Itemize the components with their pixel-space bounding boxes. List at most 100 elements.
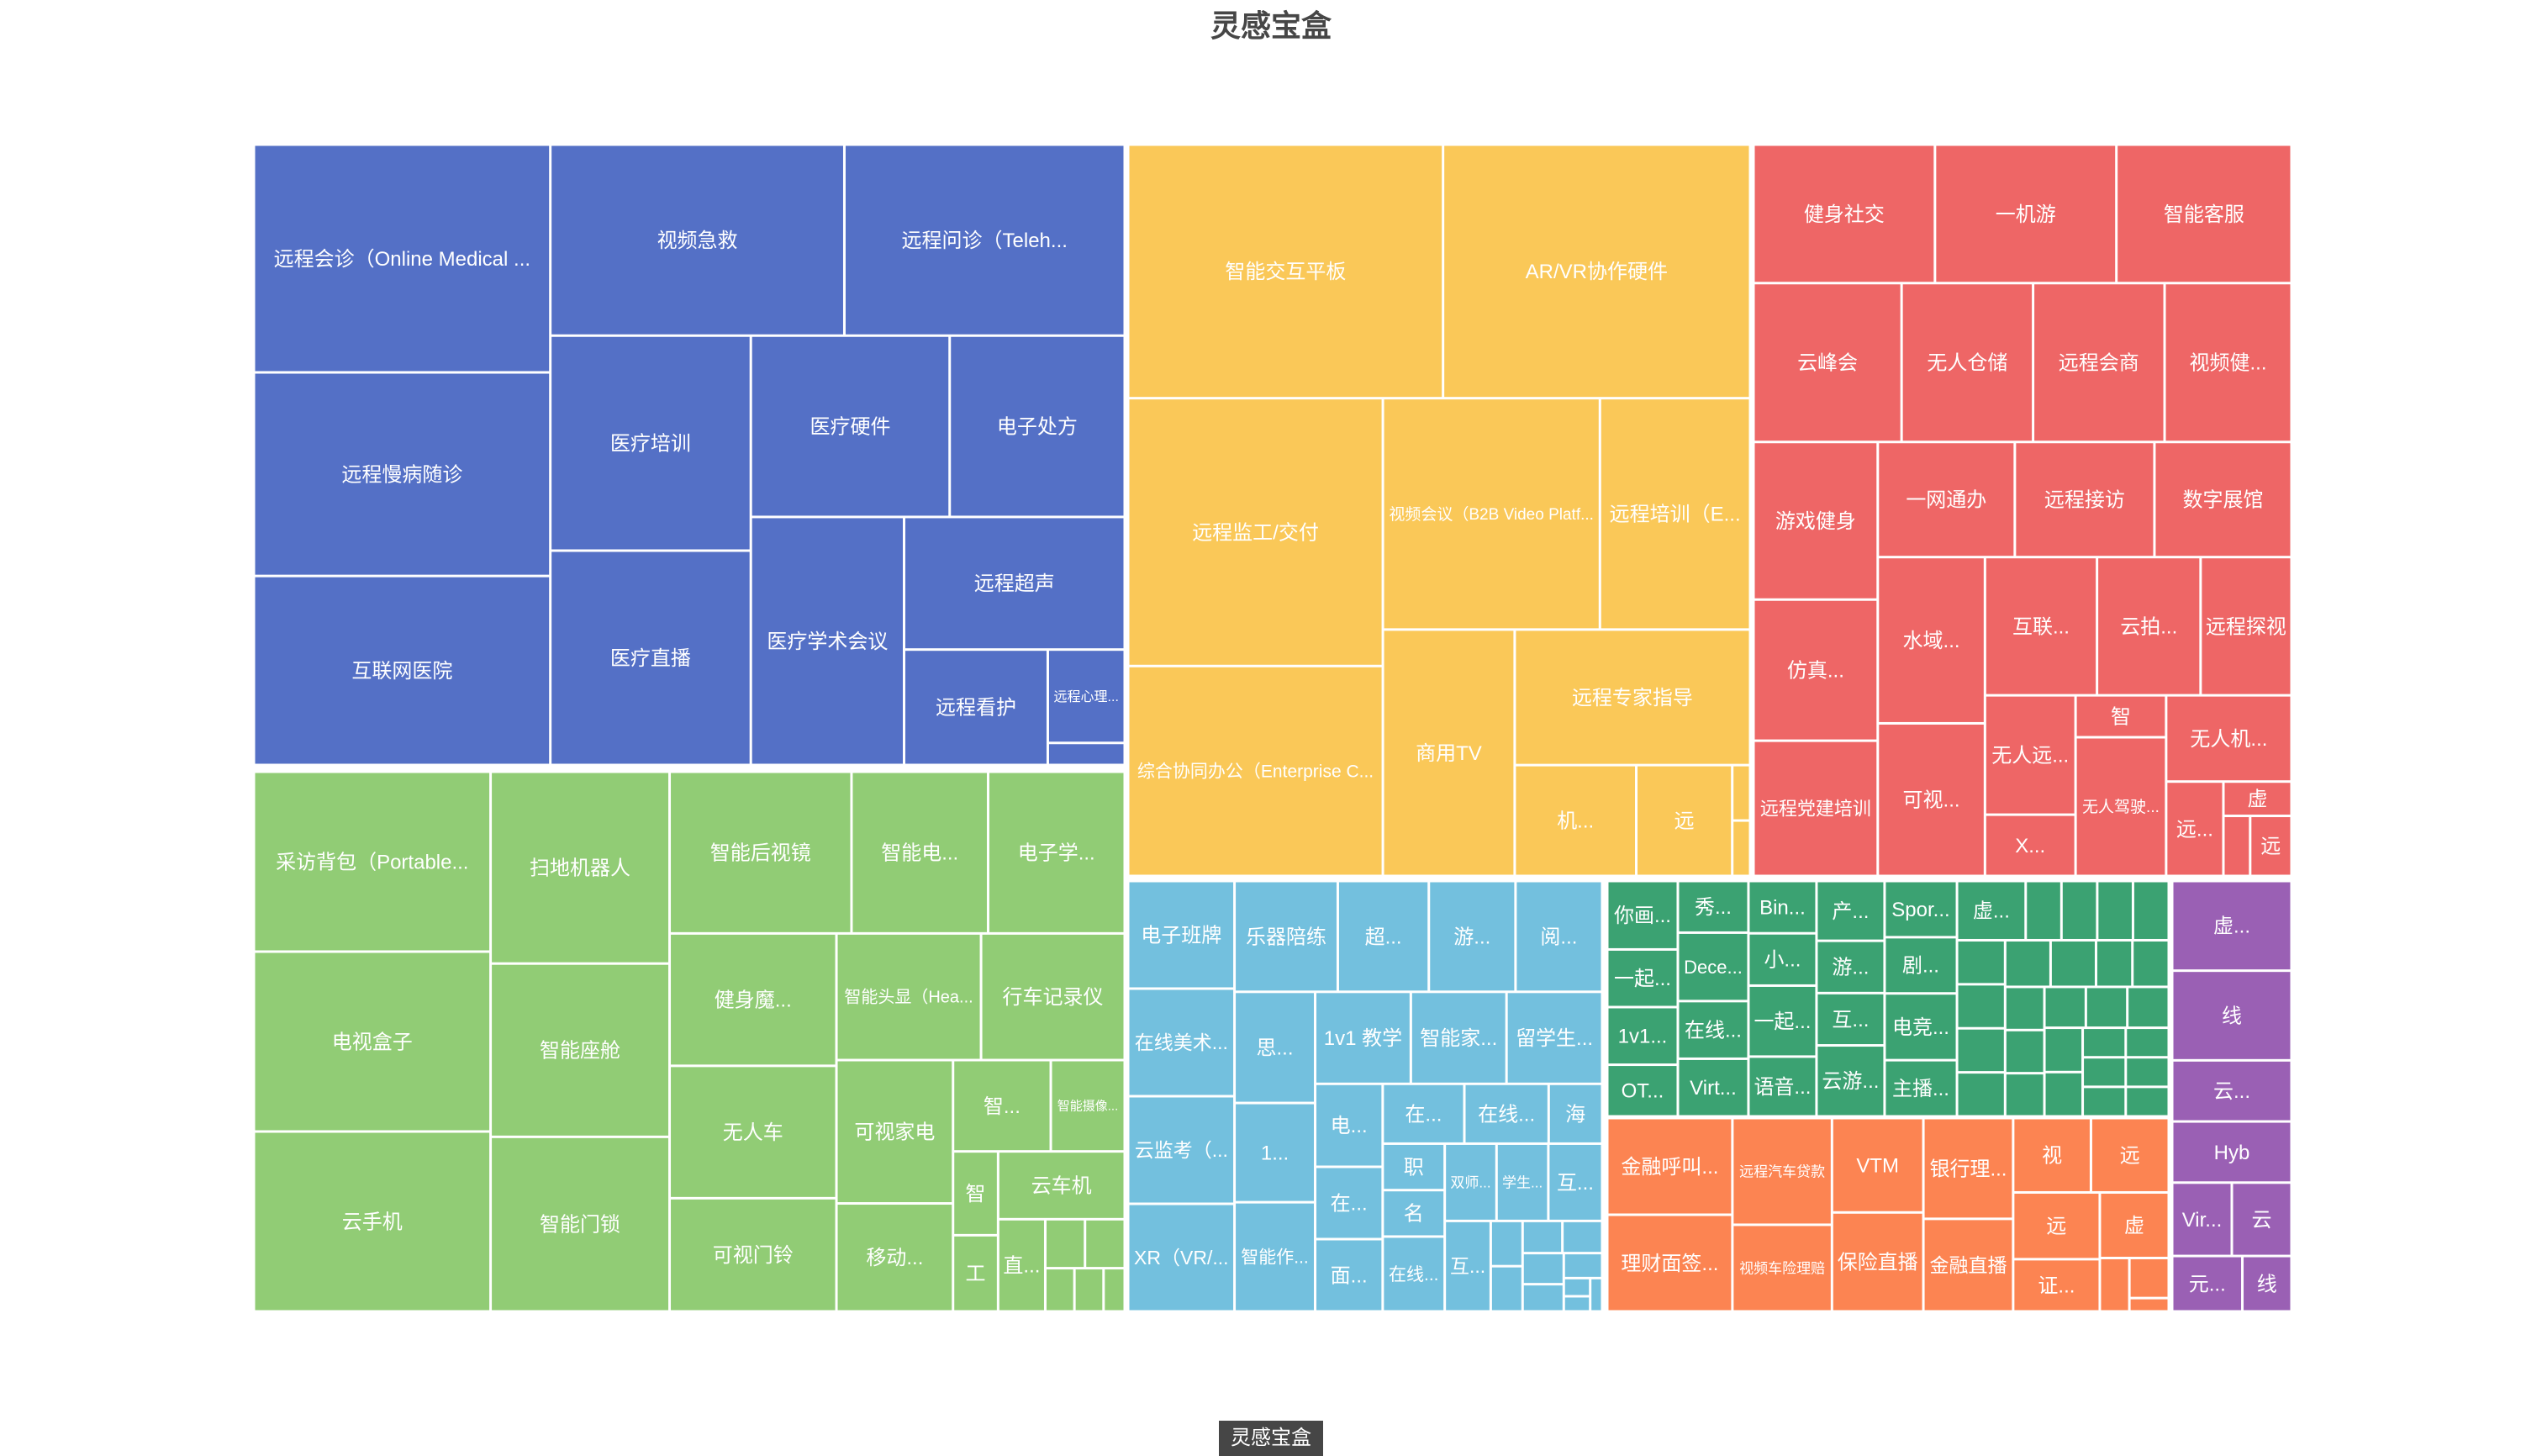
treemap-cell[interactable] bbox=[2126, 1028, 2169, 1058]
treemap-cell[interactable] bbox=[1732, 820, 1750, 876]
treemap-cell[interactable] bbox=[1522, 1285, 1564, 1311]
treemap-cell[interactable] bbox=[670, 772, 852, 933]
treemap-cell[interactable] bbox=[1957, 881, 2026, 940]
treemap-cell[interactable] bbox=[1128, 1096, 1235, 1204]
treemap-cell[interactable] bbox=[2166, 695, 2291, 782]
treemap-cell[interactable] bbox=[491, 772, 670, 963]
treemap-cell[interactable] bbox=[953, 1152, 998, 1235]
treemap-cell[interactable] bbox=[1878, 557, 1985, 723]
treemap-cell[interactable] bbox=[491, 963, 670, 1137]
treemap-cell[interactable] bbox=[670, 1198, 836, 1311]
treemap-cell[interactable] bbox=[2172, 971, 2291, 1060]
treemap-cell[interactable] bbox=[1128, 398, 1383, 666]
treemap-cell[interactable] bbox=[2015, 442, 2154, 557]
treemap-cell[interactable] bbox=[2075, 737, 2166, 876]
treemap-cell[interactable] bbox=[1607, 1215, 1732, 1311]
treemap-cell[interactable] bbox=[1985, 695, 2075, 815]
treemap-cell[interactable] bbox=[2091, 1118, 2169, 1192]
treemap-cell[interactable] bbox=[1443, 145, 1750, 398]
treemap-cell[interactable] bbox=[2044, 1028, 2083, 1072]
treemap-cell[interactable] bbox=[1490, 1266, 1522, 1311]
treemap-cell[interactable] bbox=[1464, 1084, 1548, 1143]
treemap-cell[interactable] bbox=[1235, 992, 1316, 1103]
treemap-cell[interactable] bbox=[1985, 815, 2075, 876]
treemap-cell[interactable] bbox=[1128, 989, 1235, 1096]
treemap-cell[interactable] bbox=[1429, 881, 1516, 992]
treemap-cell[interactable] bbox=[2232, 1183, 2291, 1256]
treemap-cell[interactable] bbox=[1515, 765, 1637, 876]
treemap-cell[interactable] bbox=[1045, 1219, 1085, 1269]
treemap-cell[interactable] bbox=[1923, 1219, 2013, 1311]
treemap-cell[interactable] bbox=[1923, 1118, 2013, 1219]
treemap-cell[interactable] bbox=[1678, 1058, 1748, 1116]
treemap-cell[interactable] bbox=[2013, 1192, 2100, 1259]
treemap-cell[interactable] bbox=[1515, 630, 1750, 765]
treemap-cell[interactable] bbox=[1754, 145, 1935, 283]
treemap-cell[interactable] bbox=[1957, 1028, 2005, 1073]
treemap-cell[interactable] bbox=[1051, 1060, 1125, 1152]
treemap-cell[interactable] bbox=[2083, 1087, 2126, 1116]
treemap-cell[interactable] bbox=[1748, 1057, 1817, 1116]
treemap-cell[interactable] bbox=[1564, 1296, 1590, 1311]
treemap-cell[interactable] bbox=[2005, 987, 2044, 1030]
treemap-cell[interactable] bbox=[1732, 1118, 1832, 1225]
treemap-cell[interactable] bbox=[2097, 557, 2201, 695]
treemap-cell[interactable] bbox=[751, 335, 950, 517]
treemap-cell[interactable] bbox=[2128, 987, 2169, 1028]
treemap-cell[interactable] bbox=[1045, 1269, 1074, 1311]
treemap-cell[interactable] bbox=[1878, 723, 1985, 876]
treemap-cell[interactable] bbox=[2086, 987, 2128, 1028]
treemap-cell[interactable] bbox=[953, 1060, 1051, 1152]
treemap-cell[interactable] bbox=[1383, 398, 1600, 630]
treemap-cell[interactable] bbox=[2044, 987, 2086, 1028]
treemap-cell[interactable] bbox=[2172, 881, 2291, 971]
treemap-cell[interactable] bbox=[1516, 881, 1602, 992]
treemap-cell[interactable] bbox=[1754, 442, 1878, 599]
treemap-cell[interactable] bbox=[1935, 145, 2117, 283]
treemap-cell[interactable] bbox=[670, 1066, 836, 1198]
treemap-cell[interactable] bbox=[1832, 1118, 1923, 1212]
treemap-cell[interactable] bbox=[1074, 1269, 1104, 1311]
treemap-group[interactable]: 你画... 一起... 1v1... OT... 秀... Dece... 在线... Vir… bbox=[1607, 881, 2169, 1116]
treemap-cell[interactable] bbox=[2005, 1030, 2044, 1074]
treemap-cell[interactable] bbox=[1748, 881, 1817, 933]
treemap-cell[interactable] bbox=[1985, 557, 2097, 695]
treemap-cell[interactable] bbox=[2117, 145, 2291, 283]
treemap-cell[interactable] bbox=[1957, 940, 2005, 984]
treemap-cell[interactable] bbox=[836, 933, 981, 1060]
treemap-cell[interactable] bbox=[2126, 1087, 2169, 1116]
treemap-cell[interactable] bbox=[2172, 1121, 2291, 1183]
treemap-cell[interactable] bbox=[1235, 881, 1337, 992]
treemap-cell[interactable] bbox=[1128, 1204, 1235, 1311]
treemap-cell[interactable] bbox=[551, 145, 844, 335]
treemap-cell[interactable] bbox=[1548, 1084, 1602, 1143]
treemap-cell[interactable] bbox=[1817, 993, 1885, 1046]
treemap-cell[interactable] bbox=[1316, 1239, 1383, 1311]
treemap-cell[interactable] bbox=[254, 372, 551, 576]
treemap-cell[interactable] bbox=[2172, 1256, 2243, 1311]
treemap-cell[interactable] bbox=[836, 1204, 953, 1311]
treemap-cell[interactable] bbox=[2129, 1258, 2169, 1298]
treemap-cell[interactable] bbox=[981, 933, 1125, 1060]
treemap-cell[interactable] bbox=[1383, 1190, 1445, 1237]
treemap-cell[interactable] bbox=[998, 1219, 1045, 1311]
treemap-cell[interactable] bbox=[491, 1137, 670, 1311]
treemap-cell[interactable] bbox=[844, 145, 1125, 335]
treemap-group[interactable]: 智能交互平板 AR/VR协作硬件远程监工/交付综合协同办公（Enterprise … bbox=[1128, 145, 1750, 876]
treemap-cell[interactable] bbox=[1754, 599, 1878, 741]
treemap-cell[interactable] bbox=[1678, 1001, 1748, 1058]
treemap-cell[interactable] bbox=[1085, 1219, 1125, 1269]
treemap-cell[interactable] bbox=[1817, 941, 1885, 993]
treemap-cell[interactable] bbox=[1445, 1143, 1496, 1221]
treemap-cell[interactable] bbox=[904, 650, 1047, 765]
treemap-cell[interactable] bbox=[2033, 283, 2165, 442]
treemap-cell[interactable] bbox=[2013, 1118, 2091, 1192]
treemap-cell[interactable] bbox=[2126, 1058, 2169, 1087]
treemap-cell[interactable] bbox=[2083, 1028, 2126, 1058]
treemap-cell[interactable] bbox=[254, 772, 491, 952]
treemap-cell[interactable] bbox=[1600, 398, 1750, 630]
treemap-cell[interactable] bbox=[670, 933, 836, 1066]
